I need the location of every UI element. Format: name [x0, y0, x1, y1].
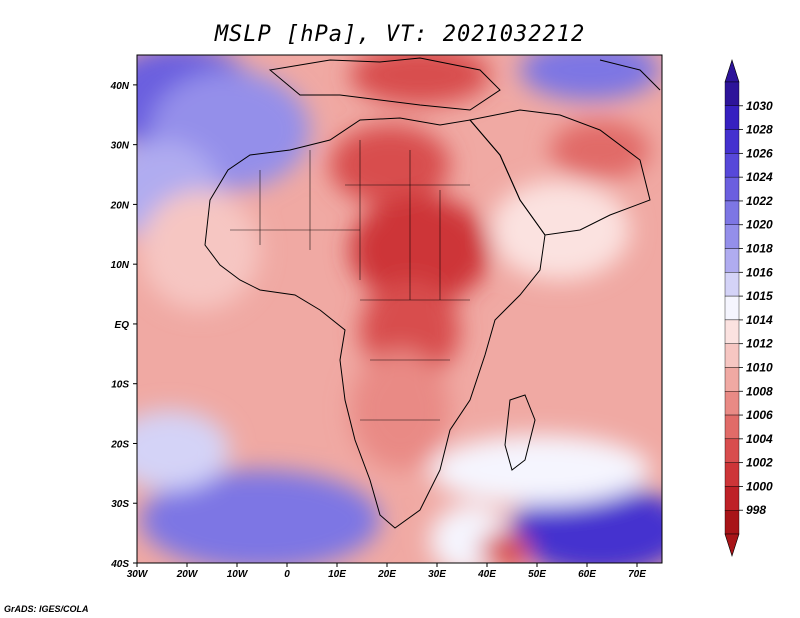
colorbar-label: 1004: [746, 432, 773, 446]
colorbar-label: 1000: [746, 479, 773, 493]
y-tick-label: 10N: [111, 260, 130, 271]
colorbar-bottom-arrow: [724, 533, 740, 557]
colorbar-segment: [724, 224, 740, 249]
colorbar-segment: [724, 510, 740, 535]
colorbar-segment: [724, 367, 740, 392]
colorbar-label: 1002: [746, 456, 773, 470]
y-axis: 40N 30N 20N 10N EQ 10S 20S 30S 40S: [110, 81, 137, 570]
colorbar-segment: [724, 486, 740, 511]
colorbar-segment: [724, 176, 740, 202]
x-tick-label: 10E: [328, 569, 346, 580]
map-panel: [137, 55, 662, 563]
map-frame: [136, 54, 663, 564]
x-tick-label: 20E: [377, 569, 396, 580]
colorbar-segment: [724, 414, 740, 440]
colorbar-label: 1008: [746, 384, 773, 398]
colorbar-label: 1015: [746, 289, 773, 303]
colorbar-segment: [724, 319, 740, 344]
colorbar-label: 1010: [746, 360, 773, 374]
x-axis: 30W 20W 10W 0 10E 20E 30E 40E 50E 60E 70E: [127, 563, 646, 580]
y-tick-label: 10S: [111, 380, 129, 391]
x-tick-label: 70E: [628, 569, 646, 580]
colorbar-label: 1026: [746, 146, 773, 160]
colorbar: 1030 1028 1026 1024 1022 1020 1018 1016 1015 1014…: [724, 59, 773, 557]
colorbar-label: 1024: [746, 170, 773, 184]
x-tick-label: 30E: [428, 569, 446, 580]
chart-title: MSLP [hPa], VT: 2021032212: [214, 22, 585, 47]
country-borders: [230, 140, 470, 421]
colorbar-label: 998: [746, 503, 766, 517]
colorbar-segment: [724, 248, 740, 273]
x-tick-label: 30W: [127, 569, 149, 580]
colorbar-label: 1018: [746, 242, 773, 256]
x-tick-label: 0: [284, 569, 290, 580]
x-tick-label: 50E: [528, 569, 546, 580]
coastlines: [204, 57, 661, 529]
y-tick-label: 20N: [110, 200, 130, 211]
colorbar-segment: [724, 129, 740, 154]
colorbar-top-arrow: [724, 59, 740, 83]
colorbar-segment: [724, 438, 740, 463]
colorbar-segment: [724, 200, 740, 225]
x-tick-label: 10W: [227, 569, 249, 580]
y-tick-label: 40N: [110, 81, 130, 92]
credit-label: GrADS: IGES/COLA: [4, 604, 89, 614]
y-tick-label: 40S: [110, 559, 129, 570]
colorbar-segment: [724, 105, 740, 130]
colorbar-segment: [724, 391, 740, 416]
colorbar-label: 1030: [746, 99, 773, 113]
colorbar-segment: [724, 295, 740, 321]
colorbar-segment: [724, 272, 740, 297]
colorbar-label: 1006: [746, 408, 773, 422]
colorbar-label: 1022: [746, 194, 773, 208]
y-tick-label: 20S: [110, 439, 129, 450]
colorbar-label: 1016: [746, 265, 773, 279]
x-tick-label: 60E: [578, 569, 596, 580]
y-tick-label: 30S: [111, 499, 129, 510]
colorbar-label: 1012: [746, 337, 773, 351]
colorbar-label: 1014: [746, 313, 773, 327]
colorbar-label: 1028: [746, 123, 773, 137]
colorbar-segment: [724, 153, 740, 178]
x-tick-label: 20W: [176, 569, 199, 580]
colorbar-label: 1020: [746, 218, 773, 232]
colorbar-segment: [724, 343, 740, 368]
colorbar-segment: [724, 81, 740, 106]
y-tick-label: 30N: [111, 141, 130, 152]
x-tick-label: 40E: [477, 569, 496, 580]
colorbar-segment: [724, 462, 740, 487]
y-tick-label: EQ: [115, 320, 130, 331]
